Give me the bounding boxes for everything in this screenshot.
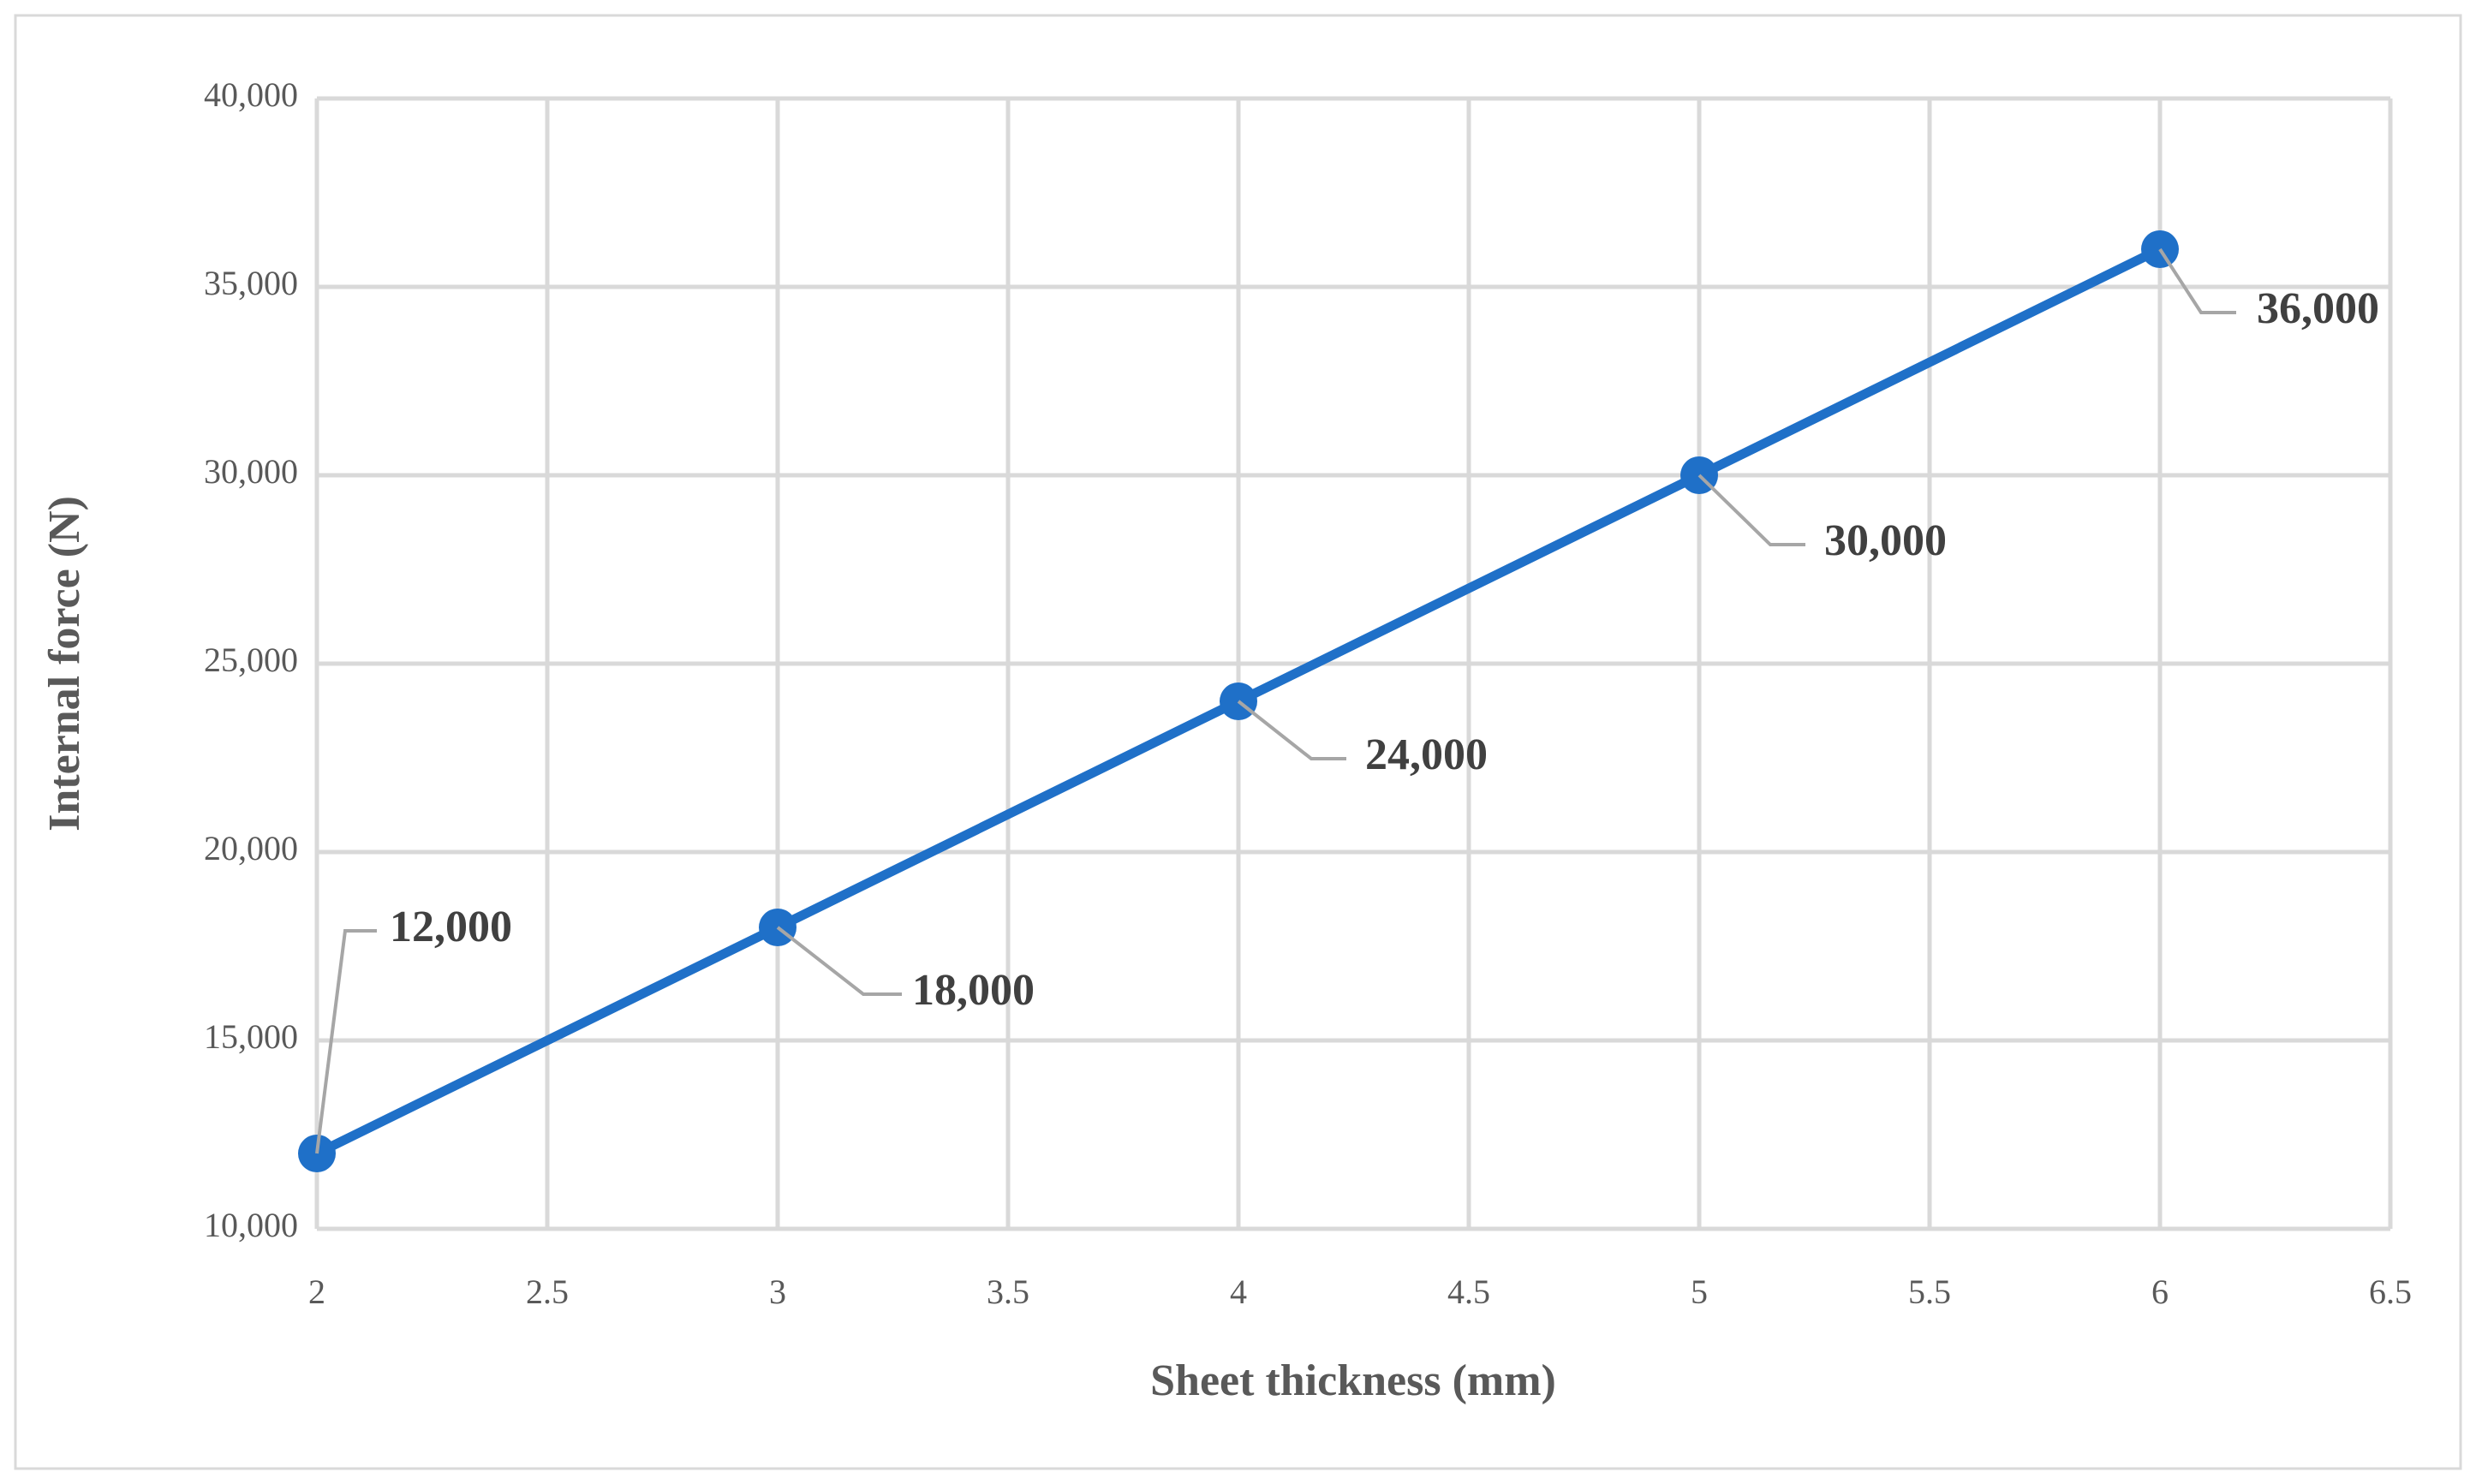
y-tick-label: 20,000 <box>204 829 298 867</box>
y-axis-title: Internal force (N) <box>40 496 89 831</box>
data-label: 24,000 <box>1365 730 1488 779</box>
x-tick-label: 6 <box>2151 1272 2169 1311</box>
x-axis-title: Sheet thickness (mm) <box>1150 1356 1556 1405</box>
label-leader <box>1697 474 1805 546</box>
data-label: 36,000 <box>2257 284 2379 333</box>
y-tick-label: 40,000 <box>204 75 298 114</box>
y-tick-label: 15,000 <box>204 1017 298 1056</box>
x-tick-label: 3 <box>769 1272 786 1311</box>
label-leader <box>1237 700 1346 760</box>
data-label: 30,000 <box>1824 516 1947 565</box>
x-tick-label: 5 <box>1691 1272 1708 1311</box>
x-tick-label: 4.5 <box>1447 1272 1490 1311</box>
x-tick-label: 5.5 <box>1908 1272 1951 1311</box>
label-leader <box>2158 247 2236 314</box>
label-leader <box>315 929 377 1154</box>
data-label: 12,000 <box>390 903 512 951</box>
x-tick-label: 2.5 <box>526 1272 569 1311</box>
x-tick-label: 2 <box>308 1272 325 1311</box>
data-label: 18,000 <box>912 966 1035 1015</box>
x-tick-label: 6.5 <box>2369 1272 2412 1311</box>
x-tick-label: 3.5 <box>987 1272 1029 1311</box>
y-tick-label: 30,000 <box>204 452 298 491</box>
y-tick-label: 25,000 <box>204 641 298 679</box>
label-leader <box>776 926 902 996</box>
x-tick-label: 4 <box>1230 1272 1247 1311</box>
y-tick-label: 35,000 <box>204 264 298 302</box>
y-tick-label: 10,000 <box>204 1206 298 1244</box>
